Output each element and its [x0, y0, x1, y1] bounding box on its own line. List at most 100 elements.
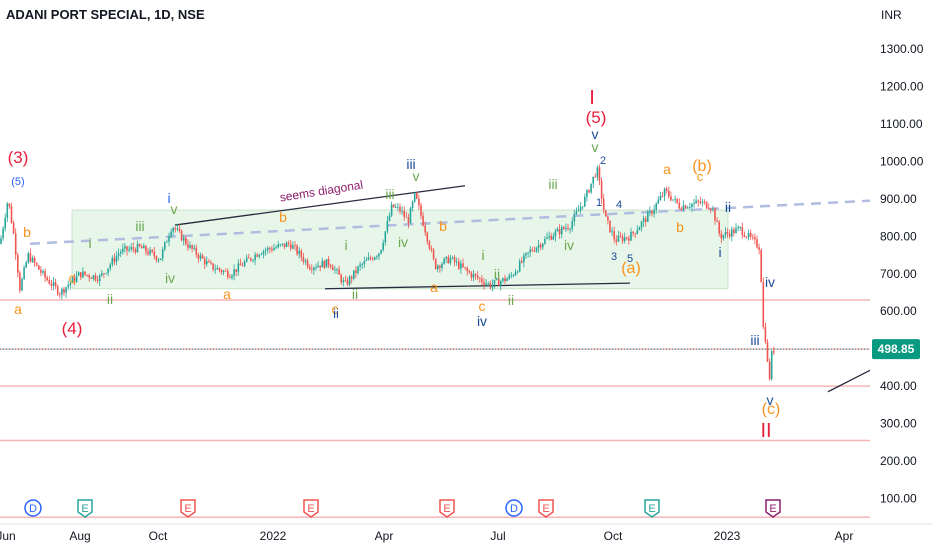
- candle-body: [472, 274, 475, 278]
- candle-body: [411, 201, 414, 208]
- candle-body: [638, 227, 641, 231]
- candle-body: [403, 210, 405, 217]
- candle-body: [365, 259, 368, 261]
- candle-body: [770, 351, 773, 380]
- candle-body: [346, 280, 349, 285]
- candle-body: [588, 190, 590, 193]
- candle-body: [136, 243, 139, 253]
- candle-body: [214, 269, 216, 271]
- candle-body: [705, 201, 708, 209]
- candle-body: [462, 263, 464, 268]
- candle-body: [701, 201, 704, 203]
- candle-body: [527, 252, 529, 254]
- candle-body: [243, 261, 246, 266]
- candle-body: [445, 256, 447, 259]
- candle-body: [495, 278, 498, 280]
- candle-body: [470, 272, 473, 278]
- candle-body: [447, 256, 450, 264]
- candle-body: [768, 361, 771, 380]
- candle-body: [269, 247, 271, 250]
- candle-body: [756, 239, 758, 248]
- candle-body: [565, 227, 567, 229]
- x-tick-label: Oct: [149, 529, 168, 543]
- candle-body: [42, 271, 44, 273]
- candle-body: [174, 227, 177, 230]
- candle-body: [489, 282, 492, 288]
- candle-body: [77, 272, 80, 276]
- y-tick-label: 600.00: [880, 304, 917, 318]
- candle-body: [109, 264, 111, 269]
- candle-body: [313, 267, 315, 271]
- last-price-label: 498.85: [878, 342, 915, 356]
- candle-body: [497, 278, 500, 286]
- candle-body: [294, 245, 296, 247]
- wave-label: i: [481, 247, 484, 263]
- candle-body: [699, 201, 702, 203]
- candle-body: [69, 283, 72, 286]
- candle-body: [760, 249, 762, 283]
- candle-body: [185, 237, 187, 245]
- candle-body: [458, 261, 460, 269]
- candle-body: [210, 262, 212, 264]
- candle-body: [107, 268, 109, 274]
- candle-body: [378, 253, 380, 257]
- candle-body: [693, 202, 695, 204]
- event-marker-label: E: [443, 503, 450, 515]
- trendline: [827, 368, 873, 393]
- earnings-marker: [303, 499, 319, 518]
- candle-body: [86, 274, 88, 276]
- event-marker-label: E: [542, 503, 549, 515]
- candle-body: [506, 278, 508, 282]
- candle-body: [50, 283, 53, 286]
- candle-body: [710, 208, 712, 210]
- candle-body: [63, 288, 65, 293]
- candle-body: [40, 269, 42, 273]
- candle-body: [598, 167, 601, 181]
- candle-body: [716, 220, 718, 222]
- candle-body: [634, 233, 636, 234]
- candle-body: [256, 254, 258, 257]
- wave-label: I: [589, 87, 595, 109]
- candle-body: [8, 203, 11, 207]
- candle-body: [642, 218, 645, 222]
- wave-label: 2: [600, 155, 606, 167]
- earnings-marker: [644, 499, 660, 518]
- candle-body: [12, 222, 15, 234]
- candle-body: [350, 276, 353, 279]
- candle-body: [325, 259, 328, 268]
- candle-body: [613, 231, 615, 240]
- candle-body: [752, 236, 754, 238]
- candle-body: [594, 176, 597, 178]
- candle-body: [409, 207, 412, 224]
- candle-body: [682, 205, 685, 211]
- candle-body: [731, 229, 733, 237]
- y-tick-label: 300.00: [880, 417, 917, 431]
- candle-body: [678, 202, 681, 209]
- earnings-marker: [180, 499, 196, 518]
- candle-body: [607, 216, 609, 221]
- candle-body: [401, 210, 403, 212]
- candle-body: [474, 274, 477, 276]
- candle-body: [115, 255, 118, 262]
- candle-body: [758, 247, 760, 250]
- candle-body: [237, 263, 240, 272]
- candle-body: [569, 228, 571, 230]
- candle-body: [661, 195, 664, 197]
- candle-body: [283, 243, 286, 247]
- candle-body: [380, 249, 382, 254]
- candle-body: [124, 246, 126, 249]
- wave-label: c: [697, 169, 704, 184]
- wave-label: v: [171, 201, 178, 217]
- candle-body: [724, 231, 727, 236]
- candle-body: [556, 228, 559, 232]
- candle-body: [649, 211, 651, 213]
- candle-body: [636, 230, 639, 234]
- candle-body: [516, 271, 519, 273]
- candle-body: [170, 231, 172, 237]
- candle-body: [441, 263, 443, 268]
- candle-body: [334, 269, 336, 271]
- candle-body: [132, 247, 135, 250]
- candle-body: [182, 237, 185, 241]
- dividend-marker: [24, 499, 42, 517]
